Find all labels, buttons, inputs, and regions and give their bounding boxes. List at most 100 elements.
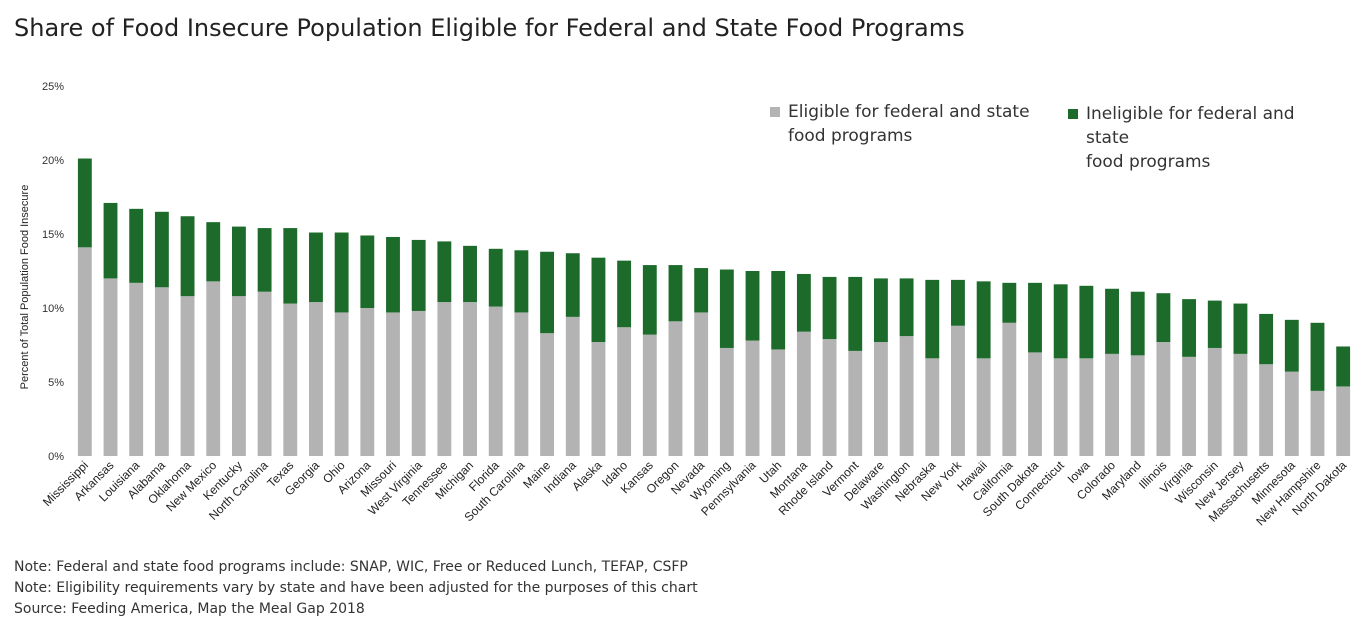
bar-eligible-mississippi: [77, 247, 92, 456]
bar-eligible-montana: [796, 331, 811, 456]
bar-eligible-maine: [540, 333, 555, 456]
bar-ineligible-maryland: [1130, 291, 1145, 356]
bar-eligible-new-york: [951, 325, 965, 456]
bar-eligible-idaho: [617, 327, 632, 456]
bar-eligible-arkansas: [103, 278, 118, 456]
bar-ineligible-wisconsin: [1207, 300, 1222, 348]
bar-eligible-new-hampshire: [1310, 390, 1325, 456]
bar-ineligible-nebraska: [925, 279, 940, 359]
bar-ineligible-iowa: [1079, 285, 1094, 359]
bar-eligible-new-jersey: [1233, 353, 1248, 456]
x-axis-labels: MississippiArkansasLouisianaAlabamaOklah…: [40, 458, 1349, 529]
bar-eligible-tennessee: [437, 302, 452, 456]
y-tick-label: 0%: [48, 451, 64, 463]
bar-ineligible-minnesota: [1284, 319, 1299, 372]
bar-ineligible-florida: [488, 248, 503, 307]
note-eligibility: Note: Eligibility requirements vary by s…: [14, 580, 698, 596]
legend-label-eligible-line2: food programs: [788, 126, 913, 146]
bar-ineligible-louisiana: [129, 208, 144, 283]
bar-eligible-illinois: [1156, 342, 1171, 456]
bar-eligible-kansas: [642, 334, 657, 456]
bar-ineligible-new-mexico: [206, 222, 221, 282]
bar-eligible-colorado: [1105, 353, 1119, 456]
note-programs: Note: Federal and state food programs in…: [14, 559, 688, 575]
bar-ineligible-alabama: [154, 211, 169, 288]
legend-label-ineligible-line1: Ineligible for federal and state: [1086, 104, 1295, 148]
source-note: Source: Feeding America, Map the Meal Ga…: [14, 601, 365, 617]
chart-notes: Note: Federal and state food programs in…: [14, 557, 698, 620]
bar-eligible-louisiana: [129, 282, 144, 456]
bar-ineligible-maine: [540, 251, 555, 334]
bar-eligible-georgia: [309, 302, 323, 456]
bars-group: [77, 158, 1351, 456]
bar-ineligible-delaware: [873, 278, 888, 343]
bar-eligible-iowa: [1079, 358, 1094, 456]
bar-eligible-west-virginia: [411, 310, 426, 456]
bar-eligible-indiana: [565, 316, 580, 456]
bar-ineligible-rhode-island: [822, 276, 837, 340]
bar-eligible-virginia: [1182, 356, 1197, 456]
bar-ineligible-kentucky: [231, 226, 246, 297]
bar-eligible-massachusetts: [1259, 364, 1274, 456]
bar-ineligible-washington: [899, 278, 914, 337]
bar-ineligible-georgia: [309, 232, 323, 303]
bar-eligible-missouri: [386, 312, 400, 456]
bar-ineligible-california: [1002, 282, 1017, 323]
bar-ineligible-arkansas: [103, 202, 118, 279]
y-tick-label: 25%: [42, 81, 64, 93]
bar-eligible-texas: [283, 303, 298, 456]
bar-eligible-utah: [771, 349, 786, 456]
bar-ineligible-tennessee: [437, 241, 452, 303]
bar-ineligible-kansas: [642, 265, 657, 335]
y-tick-label: 15%: [42, 229, 64, 241]
bar-eligible-arizona: [360, 308, 375, 456]
bar-ineligible-montana: [796, 273, 811, 332]
bar-ineligible-oklahoma: [180, 216, 195, 297]
bar-eligible-washington: [899, 336, 914, 456]
bar-eligible-alabama: [154, 287, 169, 456]
bar-ineligible-oregon: [668, 265, 683, 322]
legend-label-ineligible-line2: food programs: [1086, 152, 1211, 172]
bar-ineligible-illinois: [1156, 293, 1171, 343]
bar-eligible-nebraska: [925, 358, 940, 456]
bar-ineligible-ohio: [334, 232, 349, 313]
bar-ineligible-wyoming: [719, 269, 734, 348]
y-tick-label: 5%: [48, 377, 64, 389]
bar-eligible-vermont: [848, 350, 863, 456]
bar-eligible-hawaii: [976, 358, 991, 456]
chart-title: Share of Food Insecure Population Eligib…: [14, 14, 965, 42]
bar-eligible-wyoming: [719, 347, 734, 456]
bar-ineligible-west-virginia: [411, 239, 426, 311]
bar-ineligible-alaska: [591, 257, 606, 343]
bar-eligible-north-dakota: [1336, 386, 1351, 456]
bar-ineligible-south-carolina: [514, 250, 529, 313]
bar-ineligible-pennsylvania: [745, 271, 760, 341]
bar-eligible-oregon: [668, 321, 683, 456]
bar-eligible-pennsylvania: [745, 340, 760, 456]
bar-ineligible-missouri: [386, 236, 400, 313]
bar-ineligible-nevada: [694, 268, 709, 313]
bar-eligible-north-carolina: [257, 291, 272, 456]
legend-swatch-ineligible: [1068, 109, 1078, 119]
bar-ineligible-new-jersey: [1233, 303, 1248, 354]
bar-ineligible-connecticut: [1053, 284, 1068, 359]
bar-ineligible-idaho: [617, 260, 632, 328]
bar-eligible-south-dakota: [1028, 352, 1042, 456]
bar-eligible-california: [1002, 322, 1017, 456]
bar-ineligible-north-carolina: [257, 228, 272, 292]
bar-ineligible-michigan: [463, 245, 477, 303]
bar-ineligible-virginia: [1182, 299, 1197, 357]
bar-ineligible-utah: [771, 271, 786, 350]
bar-ineligible-hawaii: [976, 281, 991, 359]
y-axis: 0% 5% 10% 15% 20% 25%: [42, 81, 64, 463]
bar-eligible-nevada: [694, 312, 709, 456]
y-tick-label: 20%: [42, 155, 64, 167]
bar-eligible-delaware: [873, 342, 888, 456]
y-axis-label: Percent of Total Population Food Insecur…: [19, 185, 31, 390]
bar-eligible-maryland: [1130, 355, 1145, 456]
bar-eligible-oklahoma: [180, 296, 195, 456]
bar-ineligible-texas: [283, 228, 298, 304]
bar-ineligible-new-york: [951, 279, 965, 326]
bar-ineligible-new-hampshire: [1310, 322, 1325, 391]
